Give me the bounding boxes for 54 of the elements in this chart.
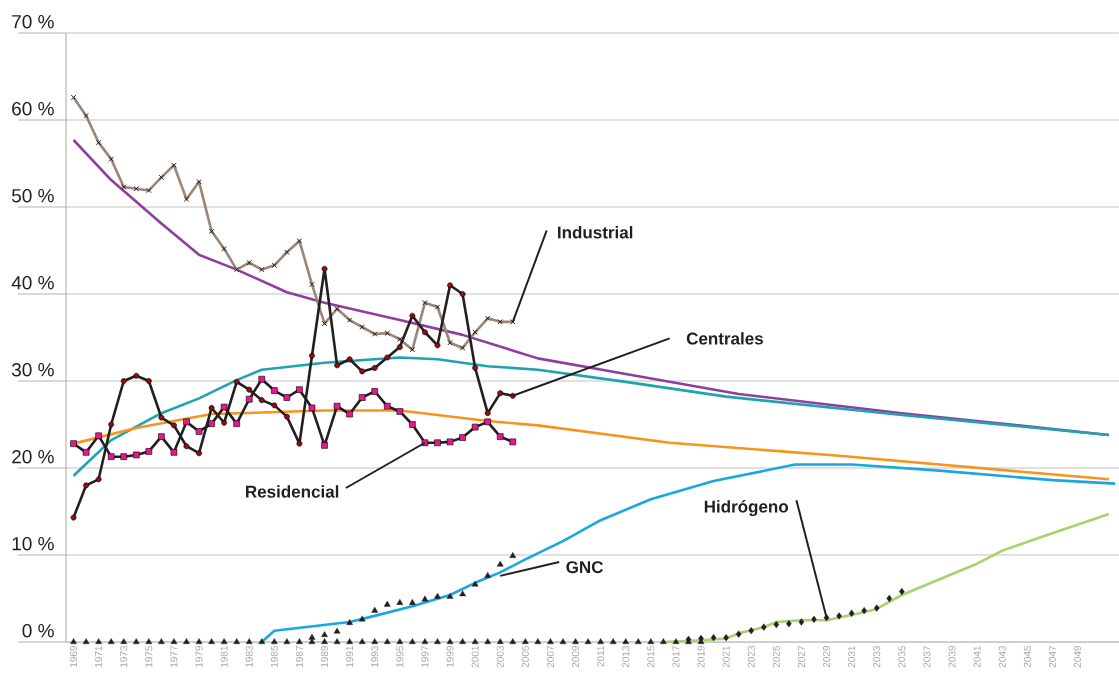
x-tick-label: 1995 — [396, 645, 404, 667]
annotation: Hidrógeno — [704, 499, 789, 517]
x-tick-label: 2035 — [898, 645, 906, 668]
x-tick-label: 2009 — [572, 645, 580, 668]
x-tick-label: 1971 — [95, 646, 103, 667]
y-tick-label: 0 % — [22, 624, 54, 638]
x-tick-label: 2015 — [647, 645, 655, 668]
y-tick-label: 50 % — [11, 189, 54, 203]
x-tick-label: 2023 — [747, 645, 755, 668]
x-tick-label: 2039 — [948, 645, 956, 668]
annotation: Industrial — [558, 225, 633, 239]
x-tick-label: 2043 — [998, 645, 1006, 668]
x-tick-label: 1985 — [270, 645, 278, 667]
y-tick-label: 10 % — [12, 537, 54, 551]
annotation: Residencial — [246, 485, 339, 498]
x-tick-label: 1993 — [371, 645, 379, 667]
x-tick-label: 2003 — [496, 645, 504, 668]
x-tick-label: 2021 — [722, 646, 730, 668]
x-tick-label: 1991 — [346, 646, 354, 667]
x-tick-label: 2037 — [923, 646, 931, 668]
x-tick-label: 2019 — [697, 645, 705, 668]
x-tick-label: 1979 — [195, 645, 203, 667]
x-tick-label: 1975 — [145, 645, 153, 667]
x-tick-label: 1973 — [120, 645, 128, 667]
y-tick-label: 40 % — [11, 276, 54, 290]
x-tick-label: 2011 — [597, 646, 605, 667]
x-tick-label: 2041 — [973, 646, 981, 668]
x-tick-label: 2045 — [1023, 645, 1031, 668]
annotation: GNC — [566, 561, 604, 574]
y-tick-label: 70 % — [12, 15, 54, 29]
x-tick-label: 2047 — [1048, 646, 1056, 668]
x-tick-label: 1999 — [446, 645, 454, 667]
x-tick-label: 2031 — [848, 646, 856, 668]
x-tick-label: 2007 — [546, 646, 554, 668]
x-tick-label: 2033 — [873, 645, 881, 668]
x-tick-label: 2017 — [672, 646, 680, 668]
x-tick-label: 1969 — [70, 645, 78, 667]
x-tick-label: 1983 — [245, 645, 253, 667]
y-tick-label: 30 % — [11, 363, 54, 377]
x-tick-label: 1989 — [321, 645, 329, 667]
x-tick-label: 1987 — [295, 646, 303, 667]
x-tick-label: 2049 — [1074, 645, 1082, 668]
x-tick-label: 2005 — [521, 645, 529, 668]
x-tick-label: 2025 — [772, 645, 780, 668]
y-tick-label: 60 % — [12, 102, 54, 116]
annotation: Centrales — [686, 332, 763, 345]
x-tick-label: 2027 — [797, 646, 805, 668]
x-tick-label: 1977 — [170, 646, 178, 667]
x-tick-label: 1981 — [220, 646, 228, 667]
x-tick-label: 2001 — [471, 646, 479, 668]
x-tick-label: 1997 — [421, 646, 429, 667]
x-tick-label: 2013 — [622, 645, 630, 668]
x-tick-label: 2029 — [823, 645, 831, 668]
y-tick-label: 20 % — [12, 450, 54, 464]
